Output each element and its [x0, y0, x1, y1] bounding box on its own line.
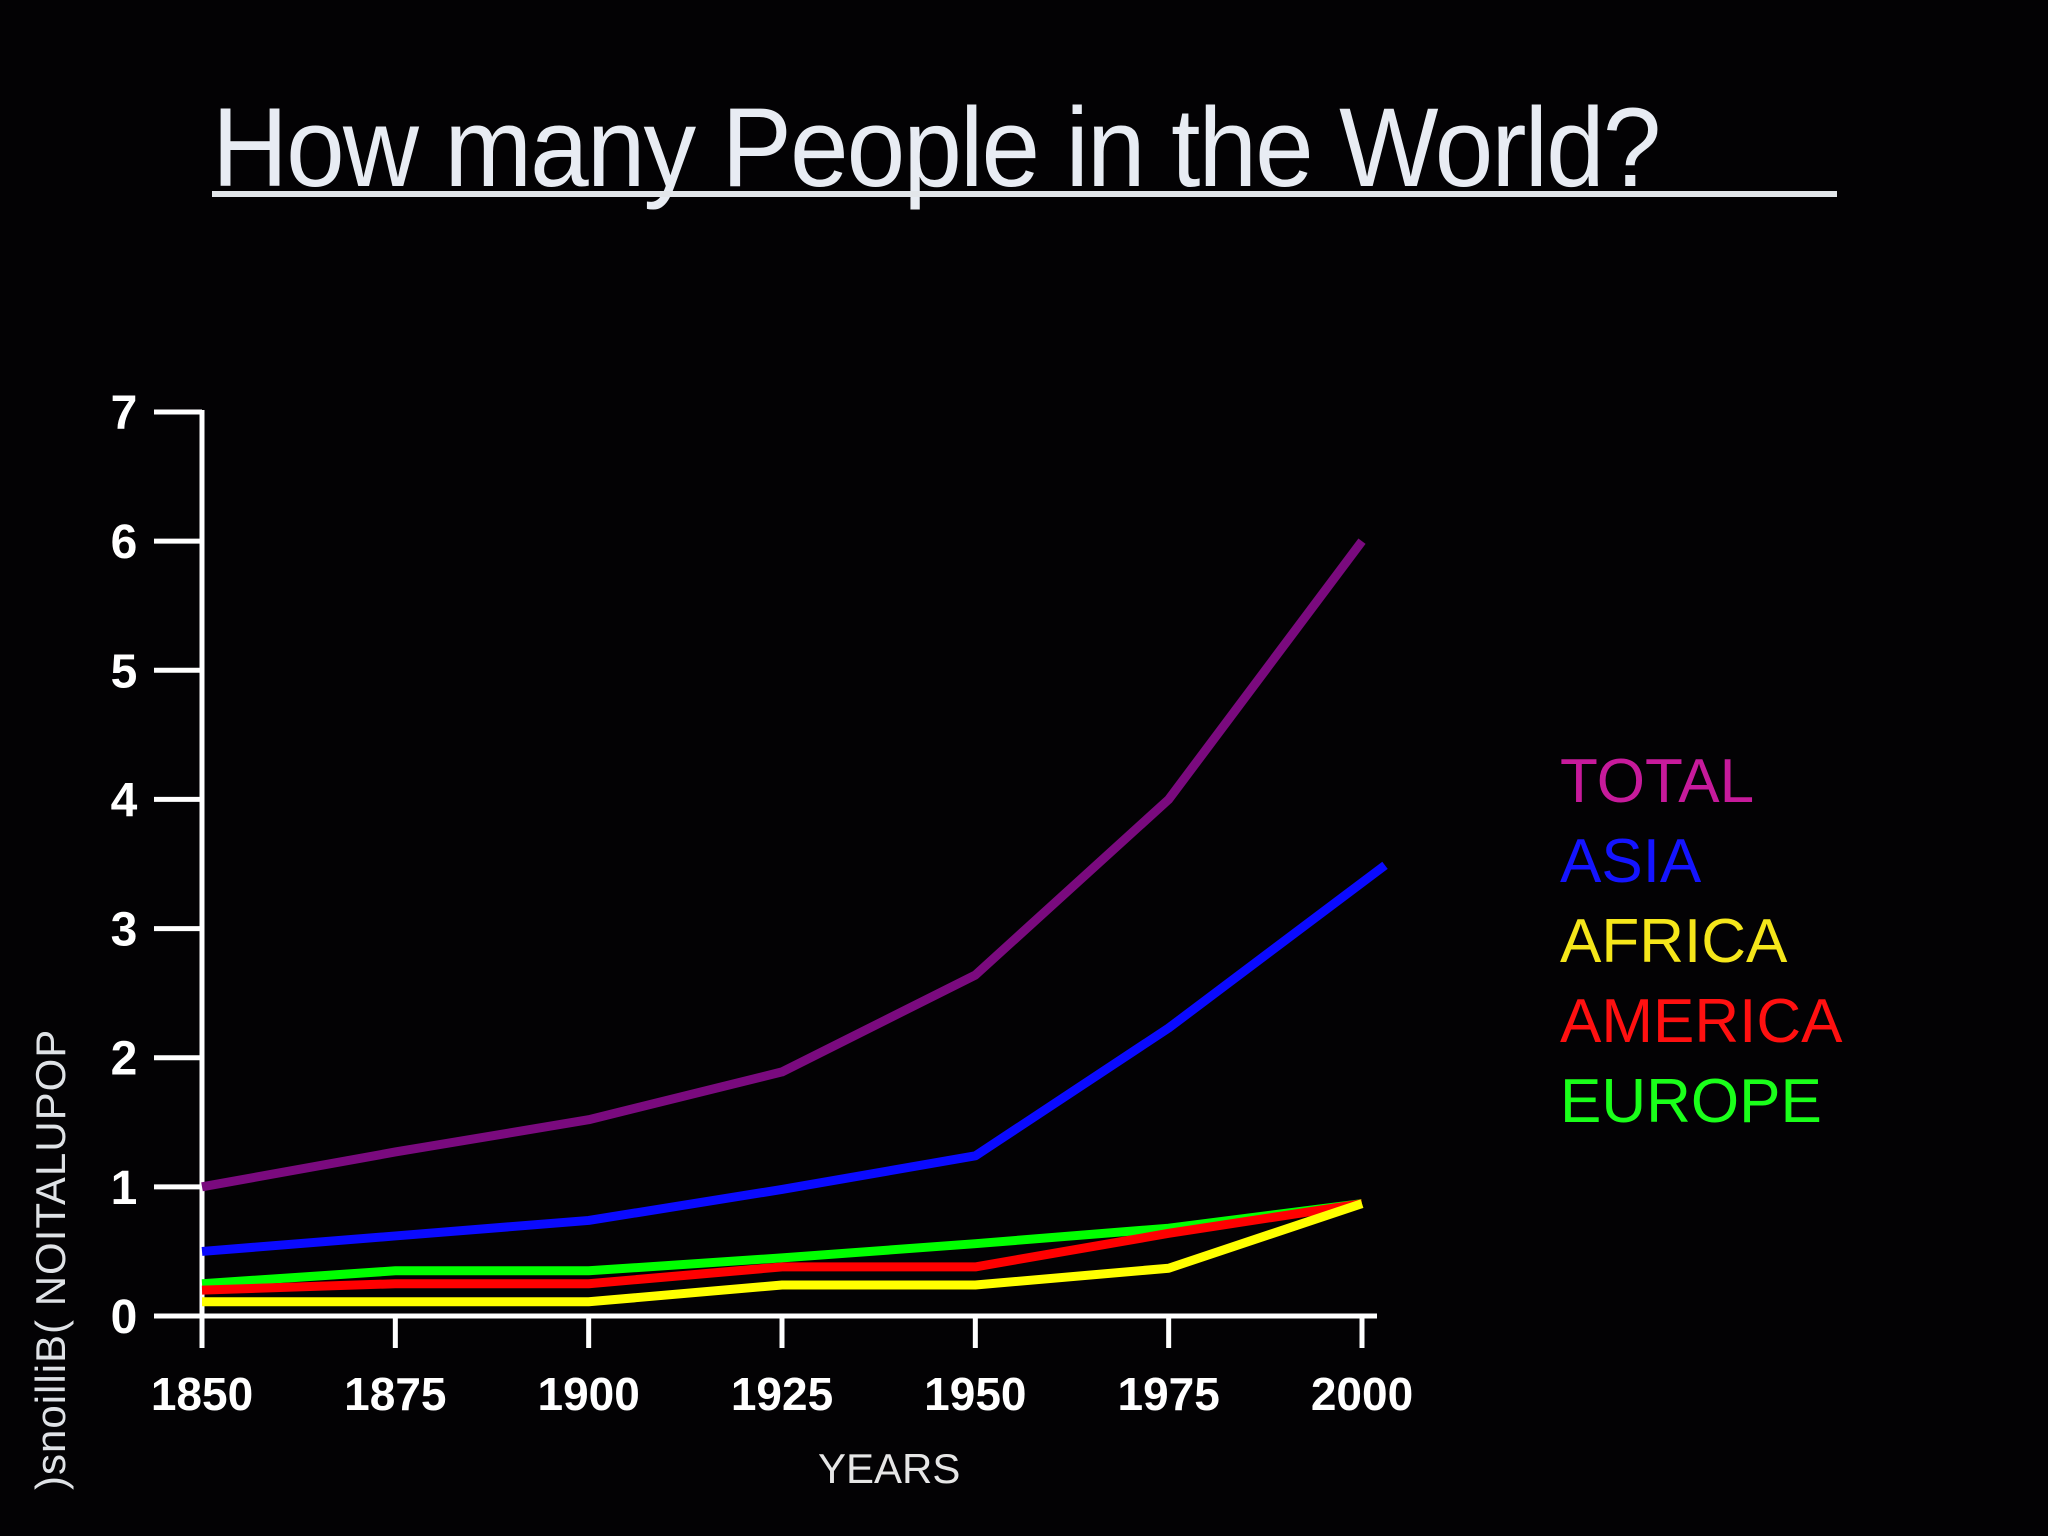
title-underline	[212, 191, 1837, 197]
series-line-asia	[201, 861, 1388, 1256]
y-tick-label: 5	[111, 645, 138, 698]
legend-item-asia: ASIA	[1560, 827, 1702, 896]
series-line-total	[201, 538, 1366, 1192]
x-tick-label: 1850	[151, 1368, 253, 1420]
y-tick-label: 7	[111, 387, 138, 440]
series-line-africa	[202, 1199, 1364, 1307]
y-tick-label: 3	[111, 904, 138, 957]
legend-item-total: TOTAL	[1560, 747, 1755, 816]
x-axis-label: YEARS	[818, 1445, 961, 1492]
chart-legend: TOTAL ASIA AFRICA AMERICA EUROPE	[1560, 742, 1842, 1142]
x-tick-label: 1925	[731, 1368, 833, 1420]
legend-item-africa: AFRICA	[1560, 907, 1788, 976]
y-tick-label: 0	[111, 1291, 138, 1344]
chart-axes	[154, 409, 1377, 1348]
x-tick-label: 2000	[1311, 1368, 1413, 1420]
y-axis-label: )snoilliB( NOITALUPOP	[27, 1028, 74, 1490]
y-tick-label: 6	[111, 516, 138, 569]
y-tick-label: 4	[111, 774, 138, 827]
legend-item-america: AMERICA	[1560, 987, 1843, 1056]
x-tick-label: 1900	[537, 1368, 639, 1420]
legend-item-europe: EUROPE	[1560, 1067, 1822, 1136]
series-line-europe	[201, 1199, 1363, 1289]
x-tick-label: 1975	[1117, 1368, 1219, 1420]
x-tick-label: 1875	[344, 1368, 446, 1420]
y-tick-label: 1	[111, 1162, 138, 1215]
series-line-america	[201, 1199, 1363, 1295]
y-tick-label: 2	[111, 1033, 138, 1086]
series-lines	[201, 538, 1388, 1307]
tick-labels: 0 1 2 3 4 5 6 7 1850 1875 1900 1925 1950 1975 2000	[111, 387, 1414, 1420]
x-tick-label: 1950	[924, 1368, 1026, 1420]
slide-title: How many People in the World?	[212, 85, 1661, 210]
